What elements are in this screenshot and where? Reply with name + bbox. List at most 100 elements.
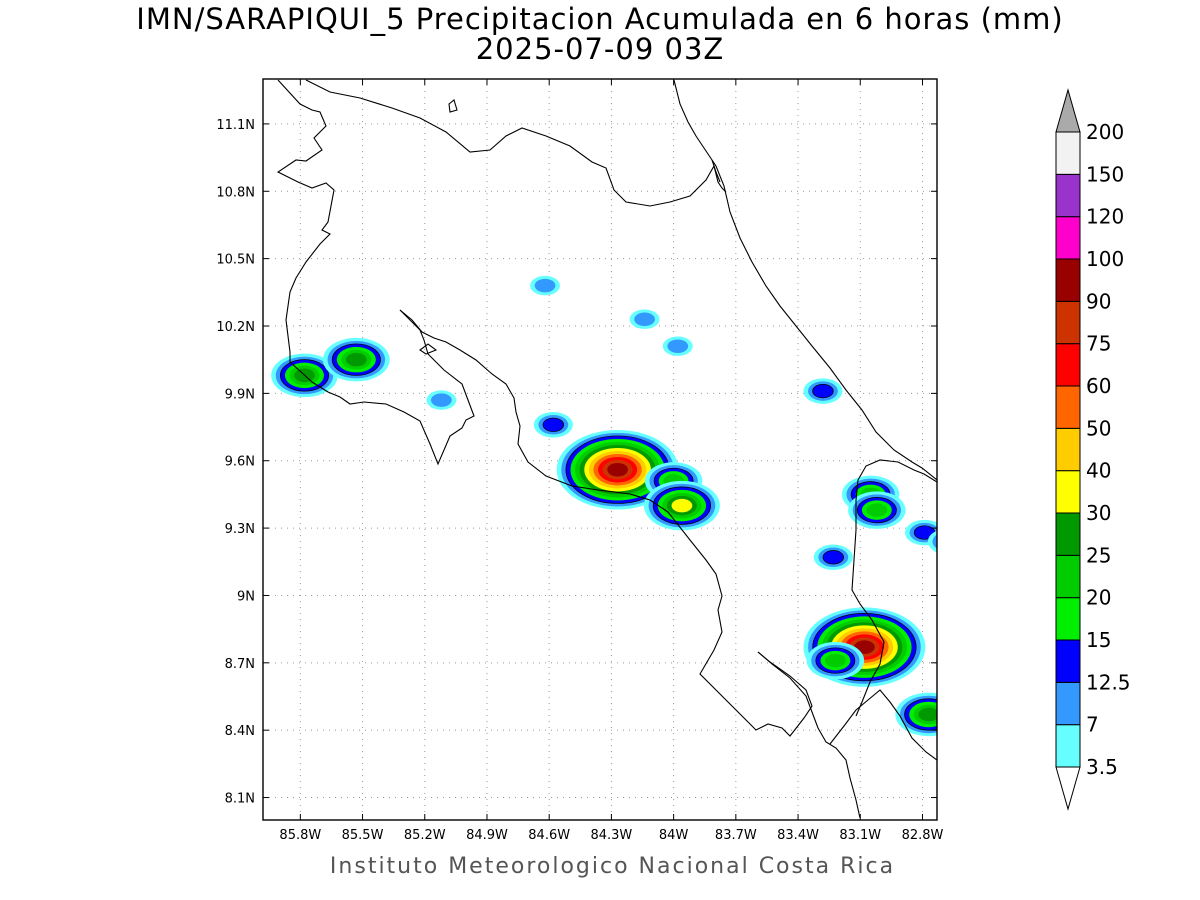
colorbar-swatch: [1055, 385, 1081, 429]
colorbar-swatch: [1055, 131, 1081, 175]
rain-contour: [936, 539, 937, 544]
lat-tick-label: 8.1N: [225, 792, 255, 807]
colorbar-swatch: [1055, 427, 1081, 472]
rain-cell: [803, 378, 843, 404]
rain-contour: [431, 393, 452, 407]
colorbar-label: 200: [1086, 120, 1124, 144]
rain-cell: [895, 692, 937, 737]
lon-tick-label: 85.8W: [279, 828, 321, 843]
lon-tick-label: 84.9W: [466, 828, 508, 843]
colorbar-label: 30: [1086, 501, 1111, 525]
colorbar-swatch: [1055, 173, 1081, 218]
colorbar-label: 100: [1086, 247, 1124, 271]
rain-cell: [643, 480, 720, 531]
axis-ticks: 11.1N 10.8N 10.5N 10.2N 9.9N 9.6N 9.3N 9N 8.7N 8.…: [216, 79, 944, 843]
colorbar-label: 20: [1086, 586, 1111, 610]
rain-cell: [662, 336, 693, 356]
colorbar-label: 12.5: [1086, 670, 1131, 694]
lake-shore: [711, 159, 721, 183]
lon-tick-label: 83.1W: [839, 828, 881, 843]
colorbar-label: 15: [1086, 628, 1111, 652]
footer-credit: Instituto Meteorologico Nacional Costa R…: [329, 854, 896, 879]
rain-contour: [918, 707, 937, 722]
colorbar-label: 90: [1086, 289, 1111, 313]
lat-tick-label: 9.6N: [225, 455, 255, 470]
rain-contour: [822, 550, 845, 565]
colorbar-swatch: [1055, 681, 1081, 726]
colorbar: 3.5 7 12.5 15 20 25 30 40 50 60 75 90 100 120 150 200: [1055, 88, 1131, 811]
map-title: IMN/SARAPIQUI_5 Precipitacion Acumulada …: [136, 2, 1064, 36]
rain-cell: [813, 544, 853, 571]
lon-tick-label: 84.6W: [528, 828, 570, 843]
lat-tick-label: 9.3N: [225, 522, 255, 537]
map-date: 2025-07-09 03Z: [475, 32, 725, 66]
rain-contour: [932, 534, 937, 549]
rain-contour: [345, 352, 367, 367]
rain-cell: [556, 429, 679, 510]
colorbar-swatch: [1055, 300, 1081, 345]
colorbar-top-arrow: [1055, 88, 1081, 133]
rain-cell: [806, 641, 865, 680]
burica-coast: [829, 689, 937, 761]
rain-cell: [322, 337, 390, 382]
colorbar-swatch: [1055, 724, 1081, 768]
lat-tick-label: 8.4N: [225, 724, 255, 739]
colorbar-label: 120: [1086, 205, 1124, 229]
island-1: [448, 99, 458, 113]
lat-tick-label: 10.2N: [216, 320, 255, 335]
colorbar-swatch: [1055, 216, 1081, 260]
precipitation-contours: [271, 275, 937, 737]
lon-tick-label: 84.3W: [590, 828, 632, 843]
lat-tick-label: 10.5N: [216, 253, 255, 268]
caribbean-coast: [673, 79, 937, 481]
lat-tick-label: 9N: [237, 589, 255, 604]
coastline: [276, 79, 937, 819]
lon-tick-label: 83.4W: [777, 828, 819, 843]
rain-contour: [825, 653, 846, 668]
colorbar-label: 7: [1086, 713, 1099, 737]
rain-contour: [607, 462, 628, 477]
lat-tick-label: 10.8N: [216, 185, 255, 200]
colorbar-swatch: [1055, 639, 1081, 683]
rain-contour: [812, 384, 834, 399]
colorbar-label: 3.5: [1086, 755, 1118, 779]
rain-contour: [634, 312, 655, 327]
rain-cell: [905, 519, 937, 546]
colorbar-swatch: [1055, 597, 1081, 641]
lon-tick-label: 85.5W: [342, 828, 384, 843]
rain-cell: [927, 530, 937, 553]
rain-cell: [848, 491, 906, 529]
colorbar-label: 40: [1086, 459, 1111, 483]
lon-tick-label: 84W: [659, 828, 689, 843]
colorbar-label: 25: [1086, 543, 1111, 567]
colorbar-label: 75: [1086, 332, 1111, 356]
lat-tick-label: 9.9N: [225, 387, 255, 402]
colorbar-label: 50: [1086, 416, 1111, 440]
lon-tick-label: 83.7W: [715, 828, 757, 843]
colorbar-swatch: [1055, 554, 1081, 599]
rain-cell: [426, 390, 457, 410]
osa-peninsula-coast: [757, 651, 861, 819]
colorbar-swatch: [1055, 258, 1081, 302]
lat-tick-label: 8.7N: [225, 657, 255, 672]
rain-contour: [927, 530, 937, 553]
island-2: [419, 343, 438, 355]
nicoya-gulf-coast: [399, 309, 813, 737]
nicaragua-border: [305, 79, 727, 207]
rain-contour: [866, 503, 888, 517]
colorbar-label: 60: [1086, 374, 1111, 398]
rain-cell: [533, 412, 573, 438]
colorbar-bottom-arrow: [1055, 766, 1081, 811]
chiriqui-border: [851, 459, 937, 717]
rain-cell: [629, 309, 660, 330]
map-frame: [262, 78, 938, 821]
rain-contour: [542, 417, 565, 432]
pacific-north-coast: [276, 79, 475, 466]
colorbar-swatch: [1055, 343, 1081, 387]
colorbar-swatch: [1055, 512, 1081, 556]
rain-contour: [671, 498, 693, 513]
lon-tick-label: 82.8W: [902, 828, 944, 843]
colorbar-swatch: [1055, 470, 1081, 514]
rain-contour: [534, 278, 556, 293]
